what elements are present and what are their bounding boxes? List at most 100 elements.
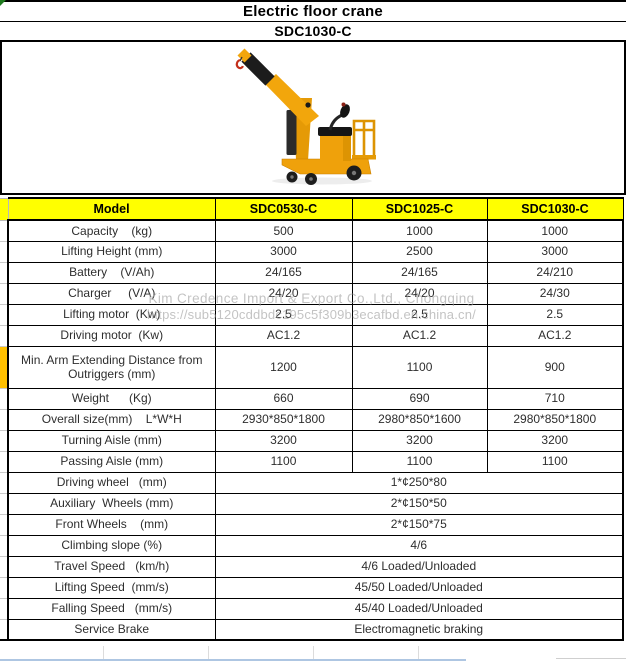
spec-label: Front Wheels (mm) <box>7 513 216 536</box>
spec-label: Lifting motor (Kw) <box>7 303 216 326</box>
left-strip-cell <box>0 513 9 536</box>
gridline <box>208 646 209 659</box>
gridline <box>418 646 419 659</box>
spec-value: 690 <box>351 387 488 410</box>
spec-value: AC1.2 <box>351 324 488 347</box>
excel-corner-flag-icon <box>0 0 6 6</box>
crane-rear-step <box>352 155 376 160</box>
left-strip-cell <box>0 282 9 305</box>
left-strip-cell <box>0 492 9 515</box>
left-strip-cell <box>0 219 9 242</box>
spec-value: 24/165 <box>351 261 488 284</box>
left-strip-cell <box>0 303 9 326</box>
table-row: Lifting Height (mm) 3000 2500 3000 <box>0 240 624 263</box>
left-strip-cell <box>0 534 9 557</box>
spec-label: Service Brake <box>7 618 216 641</box>
spec-label: Battery (V/Ah) <box>7 261 216 284</box>
crane-boom-lower <box>265 74 319 126</box>
table-row: Driving motor (Kw) AC1.2 AC1.2 AC1.2 <box>0 324 624 347</box>
left-strip-cell <box>0 408 9 431</box>
table-row: Overall size(mm) L*W*H 2930*850*1800 2980*… <box>0 408 624 431</box>
spec-value: 500 <box>214 219 353 242</box>
spec-label: Travel Speed (km/h) <box>7 555 216 578</box>
column-header-sdc0530c: SDC0530-C <box>214 197 353 221</box>
left-strip-cell <box>0 597 9 620</box>
page-title: Electric floor crane <box>243 3 383 20</box>
table-row: Lifting motor (Kw) 2.5 2.5 2.5 <box>0 303 624 326</box>
spec-label: Auxiliary Wheels (mm) <box>7 492 216 515</box>
left-strip-cell <box>0 555 9 578</box>
crane-hook-icon <box>235 58 244 70</box>
spec-value-merged: 45/50 Loaded/Unloaded <box>214 576 624 599</box>
left-strip-cell <box>0 429 9 452</box>
crane-battery-pad <box>318 127 352 136</box>
spec-label: Lifting Speed (mm/s) <box>7 576 216 599</box>
footer-blue-line <box>0 659 466 661</box>
footer-gray-line <box>556 658 626 659</box>
spec-table-section: Kim Credence Import & Export Co.,Ltd., C… <box>0 197 626 641</box>
table-row: Auxiliary Wheels (mm) 2*¢150*50 <box>0 492 624 515</box>
spec-value: 900 <box>486 345 624 389</box>
spec-value-merged: 45/40 Loaded/Unloaded <box>214 597 624 620</box>
spec-value-merged: 2*¢150*75 <box>214 513 624 536</box>
crane-body-side <box>343 133 351 161</box>
model-title: SDC1030-C <box>274 23 352 39</box>
spec-value-merged: 1*¢250*80 <box>214 471 624 494</box>
spec-label: Climbing slope (%) <box>7 534 216 557</box>
gridline <box>313 646 314 659</box>
spec-value: 2500 <box>351 240 488 263</box>
spec-label: Min. Arm Extending Distance from Outrigg… <box>7 345 216 389</box>
table-header-row: Model SDC0530-C SDC1025-C SDC1030-C <box>0 197 624 221</box>
crane-rear-cage <box>352 119 376 159</box>
left-strip-cell <box>0 450 9 473</box>
spec-label: Weight (Kg) <box>7 387 216 410</box>
spec-value: 2.5 <box>351 303 488 326</box>
spec-label: Falling Speed (mm/s) <box>7 597 216 620</box>
spec-value-merged: 2*¢150*50 <box>214 492 624 515</box>
gridline <box>103 646 104 659</box>
table-row: Front Wheels (mm) 2*¢150*75 <box>0 513 624 536</box>
spec-value: 3200 <box>351 429 488 452</box>
spec-value: 1100 <box>351 450 488 473</box>
product-image-box <box>0 42 626 195</box>
spec-value: 2.5 <box>214 303 353 326</box>
table-row: Weight (Kg) 660 690 710 <box>0 387 624 410</box>
model-header: Model <box>7 197 216 221</box>
left-strip-cell <box>0 261 9 284</box>
spec-value: 2980*850*1600 <box>351 408 488 431</box>
column-header-sdc1025c: SDC1025-C <box>351 197 488 221</box>
spec-value: 1100 <box>214 450 353 473</box>
spec-value: 1000 <box>351 219 488 242</box>
left-strip-cell <box>0 387 9 410</box>
left-strip-cell <box>0 471 9 494</box>
spec-label: Lifting Height (mm) <box>7 240 216 263</box>
spec-value: 1100 <box>486 450 624 473</box>
spec-label: Capacity (kg) <box>7 219 216 242</box>
spec-value: 24/20 <box>351 282 488 305</box>
table-row: Climbing slope (%) 4/6 <box>0 534 624 557</box>
table-row: Min. Arm Extending Distance from Outrigg… <box>0 345 624 389</box>
table-row: Capacity (kg) 500 1000 1000 <box>0 219 624 242</box>
spec-value: 3200 <box>214 429 353 452</box>
spec-value-merged: 4/6 <box>214 534 624 557</box>
table-row: Charger (V/A) 24/20 24/20 24/30 <box>0 282 624 305</box>
spec-value: 660 <box>214 387 353 410</box>
spec-value: AC1.2 <box>214 324 353 347</box>
spec-value: 3000 <box>486 240 624 263</box>
floor-crane-image <box>235 48 376 185</box>
product-title-row: Electric floor crane <box>0 2 626 22</box>
left-strip-cell <box>0 197 9 221</box>
crane-control-knob <box>341 102 346 107</box>
spec-value: 24/30 <box>486 282 624 305</box>
crane-tiller-arm <box>328 113 343 131</box>
spec-label: Turning Aisle (mm) <box>7 429 216 452</box>
model-title-row: SDC1030-C <box>0 22 626 42</box>
spec-value: 24/165 <box>214 261 353 284</box>
title-block: Electric floor crane SDC1030-C <box>0 0 626 42</box>
spec-value: 24/210 <box>486 261 624 284</box>
crane-boom-knob <box>305 102 311 108</box>
spec-value: 3000 <box>214 240 353 263</box>
table-row: Travel Speed (km/h) 4/6 Loaded/Unloaded <box>0 555 624 578</box>
spec-value: 24/20 <box>214 282 353 305</box>
table-row: Service Brake Electromagnetic braking <box>0 618 624 641</box>
